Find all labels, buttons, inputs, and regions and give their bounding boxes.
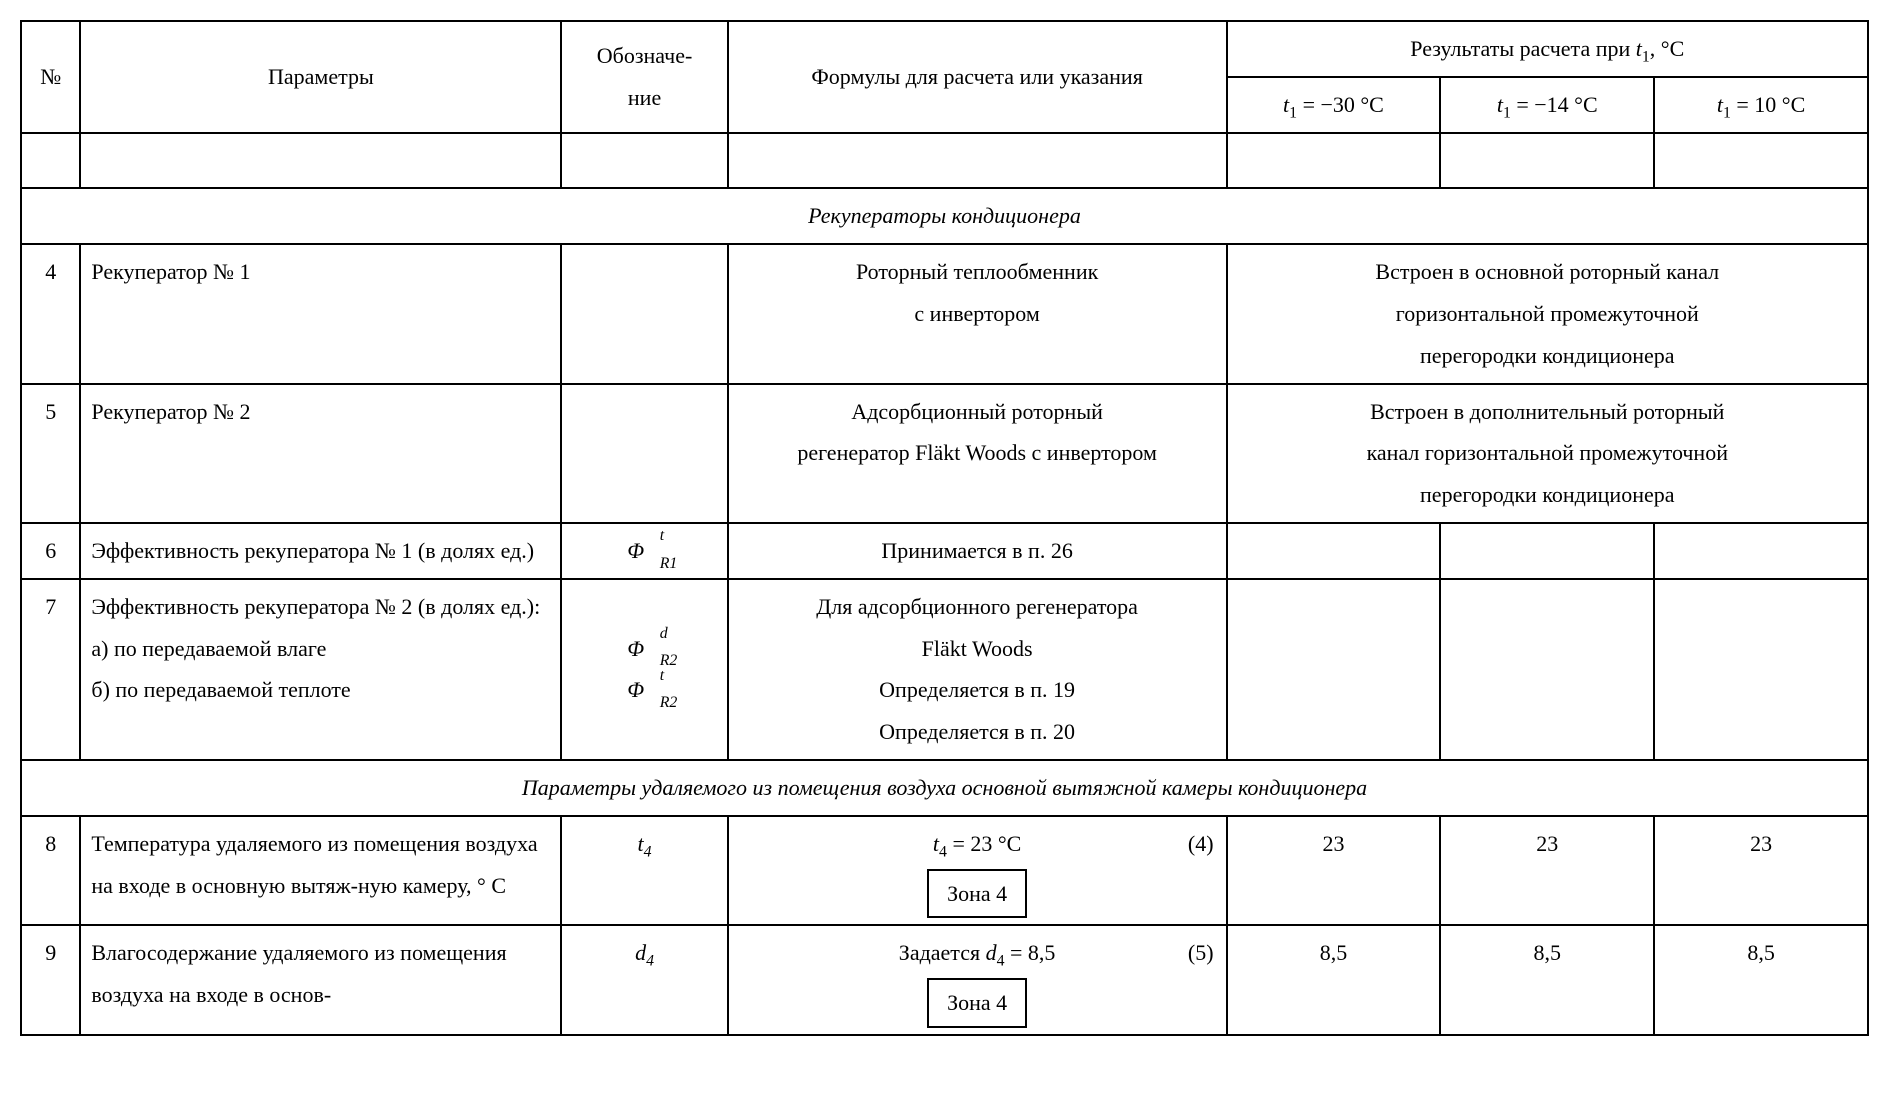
table-row-9: 9 Влагосодержание удаляемого из помещени… xyxy=(21,925,1868,1035)
col-header-param: Параметры xyxy=(80,21,561,133)
row9-zone-box: Зона 4 xyxy=(927,978,1027,1028)
col-header-formula: Формулы для расчета или указания xyxy=(728,21,1227,133)
row6-num: 6 xyxy=(21,523,80,579)
calculation-table: № Параметры Обозначе- ние Формулы для ра… xyxy=(20,20,1869,1036)
row8-param: Температура удаляемого из помещения возд… xyxy=(80,816,561,926)
row9-formula: Задается d4 = 8,5 (5) Зона 4 xyxy=(728,925,1227,1035)
row5-param: Рекуператор № 2 xyxy=(80,384,561,523)
row9-formula-text: Задается d4 = 8,5 xyxy=(899,940,1056,965)
row7-formula-a: Определяется в п. 19 xyxy=(879,677,1075,702)
row9-eq-number: (5) xyxy=(1188,932,1214,974)
col-header-r1: t1 = −30 °С xyxy=(1227,77,1441,133)
row7-formula-b: Определяется в п. 20 xyxy=(879,719,1075,744)
row5-formula: Адсорбционный роторныйрегенератор Fläkt … xyxy=(728,384,1227,523)
row5-result: Встроен в дополнительный роторныйканал г… xyxy=(1227,384,1868,523)
col-header-num: № xyxy=(21,21,80,133)
row4-param: Рекуператор № 1 xyxy=(80,244,561,383)
col-header-sym: Обозначе- ние xyxy=(561,21,727,133)
row9-r2: 8,5 xyxy=(1440,925,1654,1035)
row6-r1 xyxy=(1227,523,1441,579)
row8-eq-number: (4) xyxy=(1188,823,1214,865)
row4-formula: Роторный теплообменникс инвертором xyxy=(728,244,1227,383)
table-row-8: 8 Температура удаляемого из помещения во… xyxy=(21,816,1868,926)
row5-num: 5 xyxy=(21,384,80,523)
row7-formula-top: Для адсорбционного регенератораFläkt Woo… xyxy=(816,594,1138,661)
section-header-recuperators: Рекуператоры кондиционера xyxy=(21,188,1868,244)
col-header-r3: t1 = 10 °С xyxy=(1654,77,1868,133)
col-header-sym-l1: Обозначе- xyxy=(597,43,693,68)
row7-r3 xyxy=(1654,579,1868,760)
section-header-exhaust: Параметры удаляемого из помещения воздух… xyxy=(21,760,1868,816)
row9-r1: 8,5 xyxy=(1227,925,1441,1035)
header-row-1: № Параметры Обозначе- ние Формулы для ра… xyxy=(21,21,1868,77)
row8-formula: t4 = 23 °С (4) Зона 4 xyxy=(728,816,1227,926)
row4-result: Встроен в основной роторный каналгоризон… xyxy=(1227,244,1868,383)
col-header-r2: t1 = −14 °С xyxy=(1440,77,1654,133)
spacer-row xyxy=(21,133,1868,189)
row8-r1: 23 xyxy=(1227,816,1441,926)
table-row-5: 5 Рекуператор № 2 Адсорбционный роторный… xyxy=(21,384,1868,523)
row4-num: 4 xyxy=(21,244,80,383)
row8-num: 8 xyxy=(21,816,80,926)
row5-sym xyxy=(561,384,727,523)
table-row-6: 6 Эффективность рекуператора № 1 (в доля… xyxy=(21,523,1868,579)
row7-param-a: а) по передаваемой влаге xyxy=(91,636,326,661)
row7-param-b: б) по передаваемой теплоте xyxy=(91,677,350,702)
row7-param-line1: Эффективность рекуператора № 2 (в долях … xyxy=(91,594,540,619)
table-row-4: 4 Рекуператор № 1 Роторный теплообменник… xyxy=(21,244,1868,383)
row8-formula-text: t4 = 23 °С xyxy=(933,831,1021,856)
row9-param: Влагосодержание удаляемого из помещения … xyxy=(80,925,561,1035)
row7-sym: ΦdR2R2 ΦtR2R2 xyxy=(561,579,727,760)
row9-r3: 8,5 xyxy=(1654,925,1868,1035)
row7-r2 xyxy=(1440,579,1654,760)
row4-sym xyxy=(561,244,727,383)
row8-r2: 23 xyxy=(1440,816,1654,926)
row8-r3: 23 xyxy=(1654,816,1868,926)
row8-sym: t4 xyxy=(561,816,727,926)
row8-zone-box: Зона 4 xyxy=(927,869,1027,919)
row6-r2 xyxy=(1440,523,1654,579)
row6-param: Эффективность рекуператора № 1 (в долях … xyxy=(80,523,561,579)
row7-r1 xyxy=(1227,579,1441,760)
table-row-7: 7 Эффективность рекуператора № 2 (в доля… xyxy=(21,579,1868,760)
row6-sym: ΦtR1R1 xyxy=(561,523,727,579)
row6-formula: Принимается в п. 26 xyxy=(728,523,1227,579)
col-header-results-group: Результаты расчета при t1, °С xyxy=(1227,21,1868,77)
row7-param: Эффективность рекуператора № 2 (в долях … xyxy=(80,579,561,760)
row9-num: 9 xyxy=(21,925,80,1035)
row6-r3 xyxy=(1654,523,1868,579)
row7-num: 7 xyxy=(21,579,80,760)
row7-formula: Для адсорбционного регенератораFläkt Woo… xyxy=(728,579,1227,760)
col-header-sym-l2: ние xyxy=(628,85,661,110)
row9-sym: d4 xyxy=(561,925,727,1035)
